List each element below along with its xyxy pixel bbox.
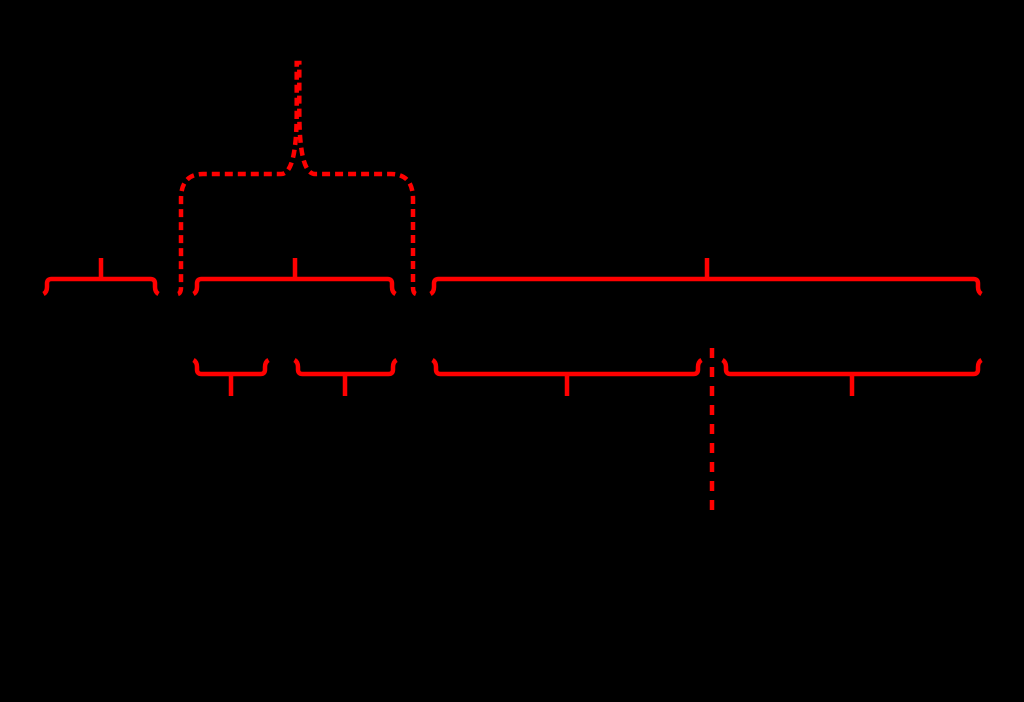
bottom-brace-4 bbox=[721, 358, 983, 396]
bottom-brace-3 bbox=[431, 358, 703, 396]
top-brace-right bbox=[429, 258, 983, 296]
top-brace-left bbox=[42, 258, 160, 296]
dashed-overbrace bbox=[177, 60, 417, 297]
bottom-brace-2 bbox=[293, 358, 398, 396]
top-brace-middle bbox=[192, 258, 397, 296]
bottom-brace-1 bbox=[192, 358, 270, 396]
